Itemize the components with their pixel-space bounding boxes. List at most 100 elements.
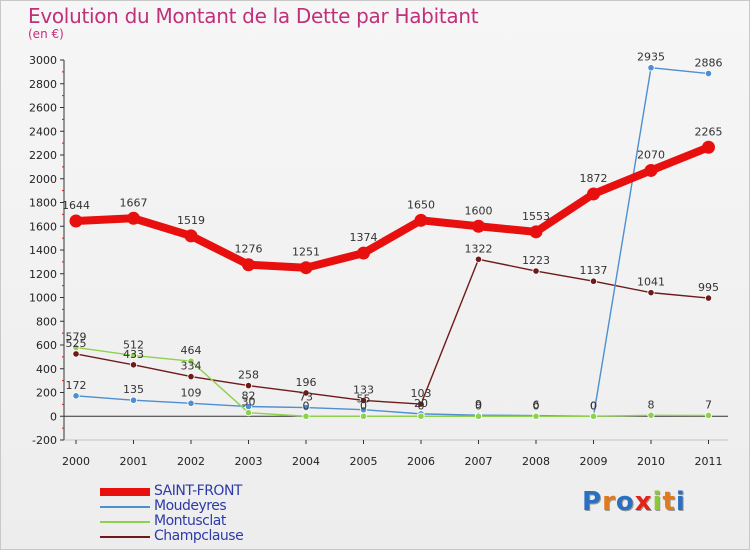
data-point <box>242 258 255 272</box>
data-point <box>299 261 313 275</box>
data-label: 1322 <box>465 242 493 255</box>
data-label: 1872 <box>580 172 608 185</box>
data-point <box>302 412 310 420</box>
data-point <box>589 412 598 420</box>
legend-label: SAINT-FRONT <box>154 483 242 499</box>
data-point <box>187 399 195 407</box>
data-label: 196 <box>296 376 317 389</box>
data-point <box>702 140 715 154</box>
data-label: 0 <box>475 399 482 412</box>
y-tick-label: -200 <box>32 434 57 447</box>
x-tick-label: 2004 <box>292 455 320 468</box>
data-point <box>359 396 368 405</box>
y-tick-label: 1800 <box>29 197 57 210</box>
data-label: 73 <box>299 391 313 404</box>
data-label: 995 <box>698 281 719 294</box>
data-point <box>72 350 80 358</box>
data-point <box>647 289 655 297</box>
chart-title: Evolution du Montant de la Dette par Hab… <box>28 4 479 28</box>
data-label: 334 <box>181 360 202 373</box>
data-point <box>414 213 428 227</box>
data-point <box>647 64 655 72</box>
x-tick-label: 2007 <box>465 455 493 468</box>
data-label: 103 <box>411 387 432 400</box>
x-tick-label: 2008 <box>522 455 550 468</box>
proxiti-logo: Proxiti <box>582 487 686 517</box>
x-axis-tick-labels: 2000 2001 2002 2003 2004 2005 2006 2007 2008 2009… <box>62 455 723 468</box>
data-point <box>302 403 310 412</box>
y-tick-label: 0 <box>50 410 57 423</box>
x-tick-label: 2002 <box>177 455 205 468</box>
data-point <box>704 69 713 78</box>
y-tick-label: 2400 <box>29 125 57 138</box>
data-point <box>647 411 655 419</box>
data-labels: 525 433 334 258 196 133 103 1322 1223 1137 1041 995… <box>62 51 723 413</box>
y-axis-tick-labels: -200 0 200 400 600 800 1000 1200 1400 1600 1800 200… <box>29 54 57 447</box>
data-label: 135 <box>123 383 144 396</box>
x-tick-label: 2003 <box>235 455 263 468</box>
legend-item: Montusclat <box>100 514 243 529</box>
data-label: 1276 <box>235 243 263 256</box>
data-label: 133 <box>353 383 374 396</box>
data-point <box>302 389 310 397</box>
y-tick-label: 3000 <box>29 54 57 67</box>
data-label: 1041 <box>637 276 665 289</box>
legend-item: SAINT-FRONT <box>100 484 243 499</box>
data-point <box>589 277 598 285</box>
legend-item: Champclause <box>100 529 244 544</box>
y-tick-label: 1000 <box>29 292 57 305</box>
x-tick-label: 2009 <box>580 455 608 468</box>
chart-subtitle: (en €) <box>28 27 64 41</box>
data-label: 0 <box>360 399 367 412</box>
data-label: 0 <box>590 399 597 412</box>
data-label: 20 <box>414 397 428 410</box>
x-tick-label: 2006 <box>407 455 435 468</box>
data-label: 1223 <box>522 254 550 267</box>
data-label: 525 <box>66 337 87 350</box>
legend-swatch <box>100 520 150 523</box>
data-label: 8 <box>648 398 655 411</box>
legend-swatch <box>100 487 150 496</box>
series-line-montusclat <box>75 346 710 417</box>
logo-letter: i <box>675 487 686 517</box>
y-tick-label: 1200 <box>29 268 57 281</box>
data-point <box>474 255 483 263</box>
data-label: 1519 <box>177 214 205 227</box>
x-tick-label: 2001 <box>120 455 148 468</box>
legend-label: Moudeyres <box>154 498 227 514</box>
data-label: 579 <box>66 330 87 343</box>
y-tick-label: 400 <box>36 363 57 376</box>
data-point <box>72 343 80 352</box>
logo-letter: P <box>582 487 603 517</box>
y-tick-label: 2000 <box>29 173 57 186</box>
legend-swatch <box>100 505 150 508</box>
data-point <box>187 372 195 381</box>
data-point <box>417 412 425 420</box>
data-label: 512 <box>123 338 144 351</box>
data-label: 433 <box>123 348 144 361</box>
series-line-champclause <box>75 258 710 405</box>
x-tick-label: 2010 <box>637 455 665 468</box>
logo-letter: x <box>634 487 653 517</box>
data-point <box>129 351 138 360</box>
data-point <box>417 400 425 408</box>
logo-letter: i <box>652 487 663 517</box>
data-point <box>474 412 483 420</box>
y-tick-label: 2600 <box>29 102 57 115</box>
data-point <box>72 392 80 400</box>
data-label: 7 <box>705 398 712 411</box>
series-line-moudeyres <box>75 67 710 417</box>
data-point <box>704 294 713 302</box>
data-label: 258 <box>238 369 259 382</box>
x-tick-label: 2005 <box>350 455 378 468</box>
data-point <box>532 267 540 275</box>
data-label: 1644 <box>62 199 90 212</box>
y-tick-label: 1400 <box>29 244 57 257</box>
legend-label: Montusclat <box>154 513 226 529</box>
data-label: 1374 <box>350 231 378 244</box>
data-label: 82 <box>242 390 256 403</box>
data-point <box>644 163 658 177</box>
chart-axes <box>60 59 728 444</box>
data-label: 6 <box>533 399 540 412</box>
